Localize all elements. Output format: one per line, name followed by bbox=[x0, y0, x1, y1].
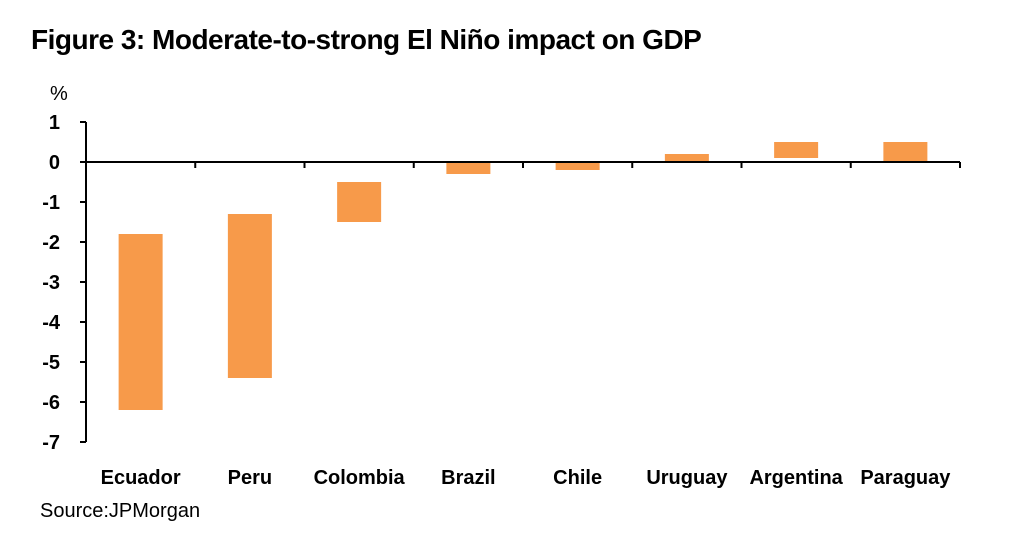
x-category-label: Chile bbox=[553, 467, 602, 489]
x-axis bbox=[86, 161, 961, 168]
x-category-label: Peru bbox=[228, 467, 272, 489]
y-tick-label: -1 bbox=[42, 192, 60, 214]
bar-paraguay bbox=[883, 142, 928, 162]
y-tick-label: -7 bbox=[42, 432, 60, 454]
bars-group bbox=[118, 142, 928, 410]
bar-colombia bbox=[337, 182, 382, 222]
x-category-label: Ecuador bbox=[101, 467, 181, 489]
bar-chile bbox=[555, 162, 600, 170]
source-note: Source:JPMorgan bbox=[40, 500, 201, 522]
y-axis: 1 0 -1 -2 -3 -4 -5 -6 -7 bbox=[42, 112, 87, 454]
y-axis-unit-label: % bbox=[50, 83, 68, 105]
x-category-label: Argentina bbox=[749, 467, 843, 489]
category-labels: Ecuador Peru Colombia Brazil Chile Uruguay Arg… bbox=[101, 467, 952, 489]
bar-uruguay bbox=[664, 154, 709, 162]
bar-argentina bbox=[774, 142, 819, 158]
y-tick-label: 1 bbox=[49, 112, 60, 134]
x-category-label: Colombia bbox=[314, 467, 406, 489]
bar-brazil bbox=[446, 162, 491, 174]
y-tick-label: -4 bbox=[42, 312, 61, 334]
bar-peru bbox=[227, 214, 272, 378]
y-tick-label: -6 bbox=[42, 392, 60, 414]
y-tick-label: 0 bbox=[49, 152, 60, 174]
y-tick-label: -2 bbox=[42, 232, 60, 254]
y-tick-label: -3 bbox=[42, 272, 60, 294]
x-category-label: Paraguay bbox=[860, 467, 951, 489]
chart-title: Figure 3: Moderate-to-strong El Niño imp… bbox=[31, 24, 702, 55]
x-category-label: Brazil bbox=[441, 467, 495, 489]
x-category-label: Uruguay bbox=[646, 467, 728, 489]
bar-ecuador bbox=[118, 234, 163, 410]
y-tick-label: -5 bbox=[42, 352, 60, 374]
